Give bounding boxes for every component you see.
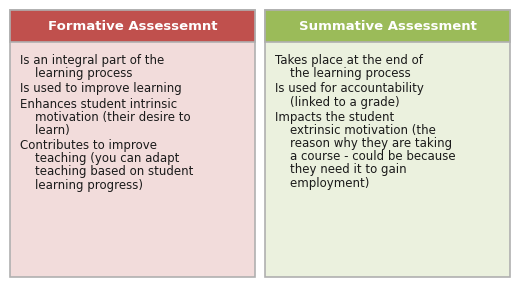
FancyBboxPatch shape [265, 10, 510, 277]
Text: Contributes to improve: Contributes to improve [20, 139, 157, 152]
Text: learn): learn) [20, 124, 70, 137]
Text: (linked to a grade): (linked to a grade) [275, 96, 400, 108]
Text: learning process: learning process [20, 67, 133, 80]
Text: learning progress): learning progress) [20, 179, 143, 192]
Text: employment): employment) [275, 177, 369, 190]
Text: teaching based on student: teaching based on student [20, 165, 193, 179]
Text: reason why they are taking: reason why they are taking [275, 137, 452, 150]
Text: Summative Assessment: Summative Assessment [298, 20, 476, 32]
Text: a course - could be because: a course - could be because [275, 150, 456, 163]
Text: Takes place at the end of: Takes place at the end of [275, 54, 423, 67]
Text: Is used to improve learning: Is used to improve learning [20, 82, 182, 95]
Text: the learning process: the learning process [275, 67, 411, 80]
FancyBboxPatch shape [10, 10, 255, 42]
Text: teaching (you can adapt: teaching (you can adapt [20, 152, 179, 165]
Text: Is an integral part of the: Is an integral part of the [20, 54, 164, 67]
Text: Impacts the student: Impacts the student [275, 111, 394, 124]
FancyBboxPatch shape [265, 10, 510, 42]
FancyBboxPatch shape [10, 10, 255, 277]
Text: motivation (their desire to: motivation (their desire to [20, 111, 191, 124]
Text: they need it to gain: they need it to gain [275, 163, 407, 177]
Text: Is used for accountability: Is used for accountability [275, 82, 424, 95]
Text: Enhances student intrinsic: Enhances student intrinsic [20, 98, 177, 110]
Text: Formative Assessemnt: Formative Assessemnt [48, 20, 217, 32]
Text: extrinsic motivation (the: extrinsic motivation (the [275, 124, 436, 137]
